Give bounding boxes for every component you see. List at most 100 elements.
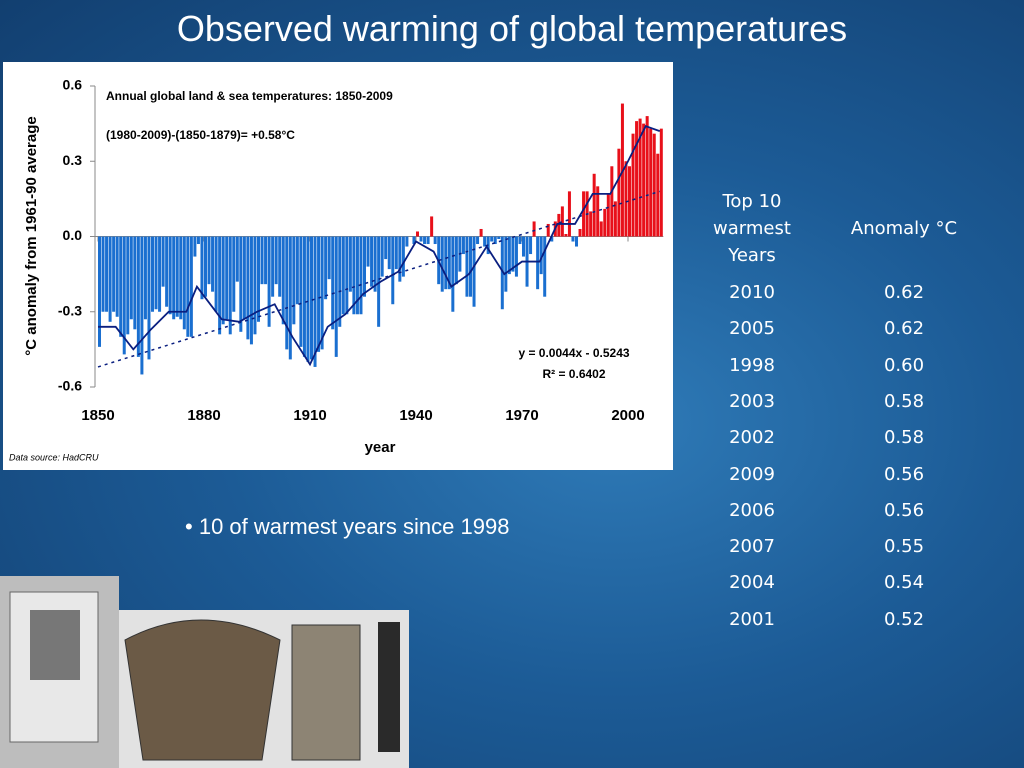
bar bbox=[377, 236, 381, 327]
bar bbox=[242, 236, 246, 320]
bar bbox=[320, 236, 324, 350]
bar bbox=[147, 236, 151, 360]
bar bbox=[529, 236, 533, 255]
y-axis-label: °C anomaly from 1961-90 average bbox=[23, 116, 40, 355]
bar bbox=[394, 236, 398, 270]
bar bbox=[310, 236, 314, 360]
bar bbox=[264, 236, 268, 285]
y-tick-label: -0.3 bbox=[58, 302, 82, 318]
bar bbox=[454, 236, 458, 285]
bar bbox=[221, 236, 225, 325]
bar bbox=[419, 236, 423, 242]
bar bbox=[370, 236, 374, 287]
bar bbox=[299, 236, 303, 347]
bar bbox=[416, 231, 420, 237]
bar bbox=[444, 236, 448, 290]
x-tick-label: 2000 bbox=[611, 407, 644, 424]
bar bbox=[483, 236, 487, 247]
bar bbox=[656, 153, 660, 237]
bar bbox=[631, 133, 635, 237]
bar bbox=[306, 236, 310, 362]
table-cell: 0.62 bbox=[883, 282, 925, 303]
bar bbox=[133, 236, 137, 330]
x-tick-label: 1850 bbox=[81, 407, 114, 424]
bar bbox=[175, 236, 179, 317]
table-cell: 0.52 bbox=[883, 608, 925, 630]
bar bbox=[497, 236, 501, 240]
bar bbox=[295, 236, 299, 305]
bar bbox=[550, 236, 554, 242]
photos bbox=[0, 576, 409, 768]
bar bbox=[479, 228, 483, 237]
bar bbox=[105, 236, 109, 312]
bar bbox=[532, 221, 536, 237]
bar bbox=[271, 236, 275, 297]
bar bbox=[260, 236, 264, 285]
bar bbox=[253, 236, 257, 335]
bar bbox=[348, 236, 352, 292]
bar bbox=[165, 236, 169, 307]
table-cell: 1998 bbox=[729, 354, 775, 376]
bar bbox=[179, 236, 183, 320]
bar bbox=[511, 236, 515, 272]
bar bbox=[317, 236, 321, 352]
chart-title: Annual global land & sea temperatures: 1… bbox=[106, 89, 393, 103]
bar bbox=[571, 236, 575, 242]
slide-title: Observed warming of global temperatures bbox=[176, 8, 848, 49]
bar bbox=[278, 236, 282, 297]
bar bbox=[539, 236, 543, 275]
x-tick-label: 1940 bbox=[399, 407, 432, 424]
table-cell: 0.62 bbox=[883, 318, 925, 340]
bar bbox=[232, 236, 236, 312]
bar bbox=[108, 236, 112, 322]
bar bbox=[363, 236, 367, 297]
bar bbox=[628, 166, 632, 237]
bar bbox=[451, 236, 455, 312]
bar bbox=[430, 216, 434, 237]
bar bbox=[189, 236, 193, 337]
bar bbox=[518, 236, 522, 245]
bar bbox=[246, 236, 250, 340]
x-tick-label: 1970 bbox=[505, 407, 538, 424]
bar bbox=[366, 236, 370, 267]
bar bbox=[504, 236, 508, 292]
bar bbox=[288, 236, 292, 360]
bar bbox=[613, 201, 617, 237]
bar bbox=[168, 236, 172, 315]
table-cell: 0.60 bbox=[883, 354, 925, 376]
bar bbox=[267, 236, 271, 327]
bar bbox=[292, 236, 296, 325]
bar bbox=[426, 236, 430, 245]
table-cell: 2001 bbox=[729, 608, 775, 630]
bar bbox=[158, 236, 162, 312]
bar bbox=[522, 236, 526, 257]
bar bbox=[624, 161, 628, 237]
bar bbox=[490, 236, 494, 242]
bar bbox=[384, 236, 388, 260]
table-cell: 2010 bbox=[729, 282, 775, 303]
bar bbox=[461, 236, 465, 255]
bar bbox=[507, 236, 511, 275]
bar bbox=[659, 128, 663, 237]
bar bbox=[126, 236, 130, 335]
bar bbox=[603, 208, 607, 237]
bar bbox=[334, 236, 338, 357]
y-tick-label: 0.0 bbox=[63, 227, 83, 243]
bar bbox=[405, 236, 409, 247]
bar bbox=[327, 236, 331, 280]
bar bbox=[592, 173, 596, 237]
bar bbox=[341, 236, 345, 315]
bar bbox=[207, 236, 211, 285]
trend-line bbox=[97, 190, 661, 368]
table-cell: 0.54 bbox=[883, 572, 925, 594]
bar bbox=[412, 236, 416, 245]
bar bbox=[281, 236, 285, 325]
y-tick-label: 0.6 bbox=[63, 77, 83, 93]
bar bbox=[154, 236, 158, 310]
bar bbox=[575, 236, 579, 247]
table-cell: 2004 bbox=[729, 572, 775, 594]
bar bbox=[345, 236, 349, 315]
bar bbox=[352, 236, 356, 315]
bar bbox=[567, 191, 571, 237]
bar bbox=[355, 236, 359, 315]
